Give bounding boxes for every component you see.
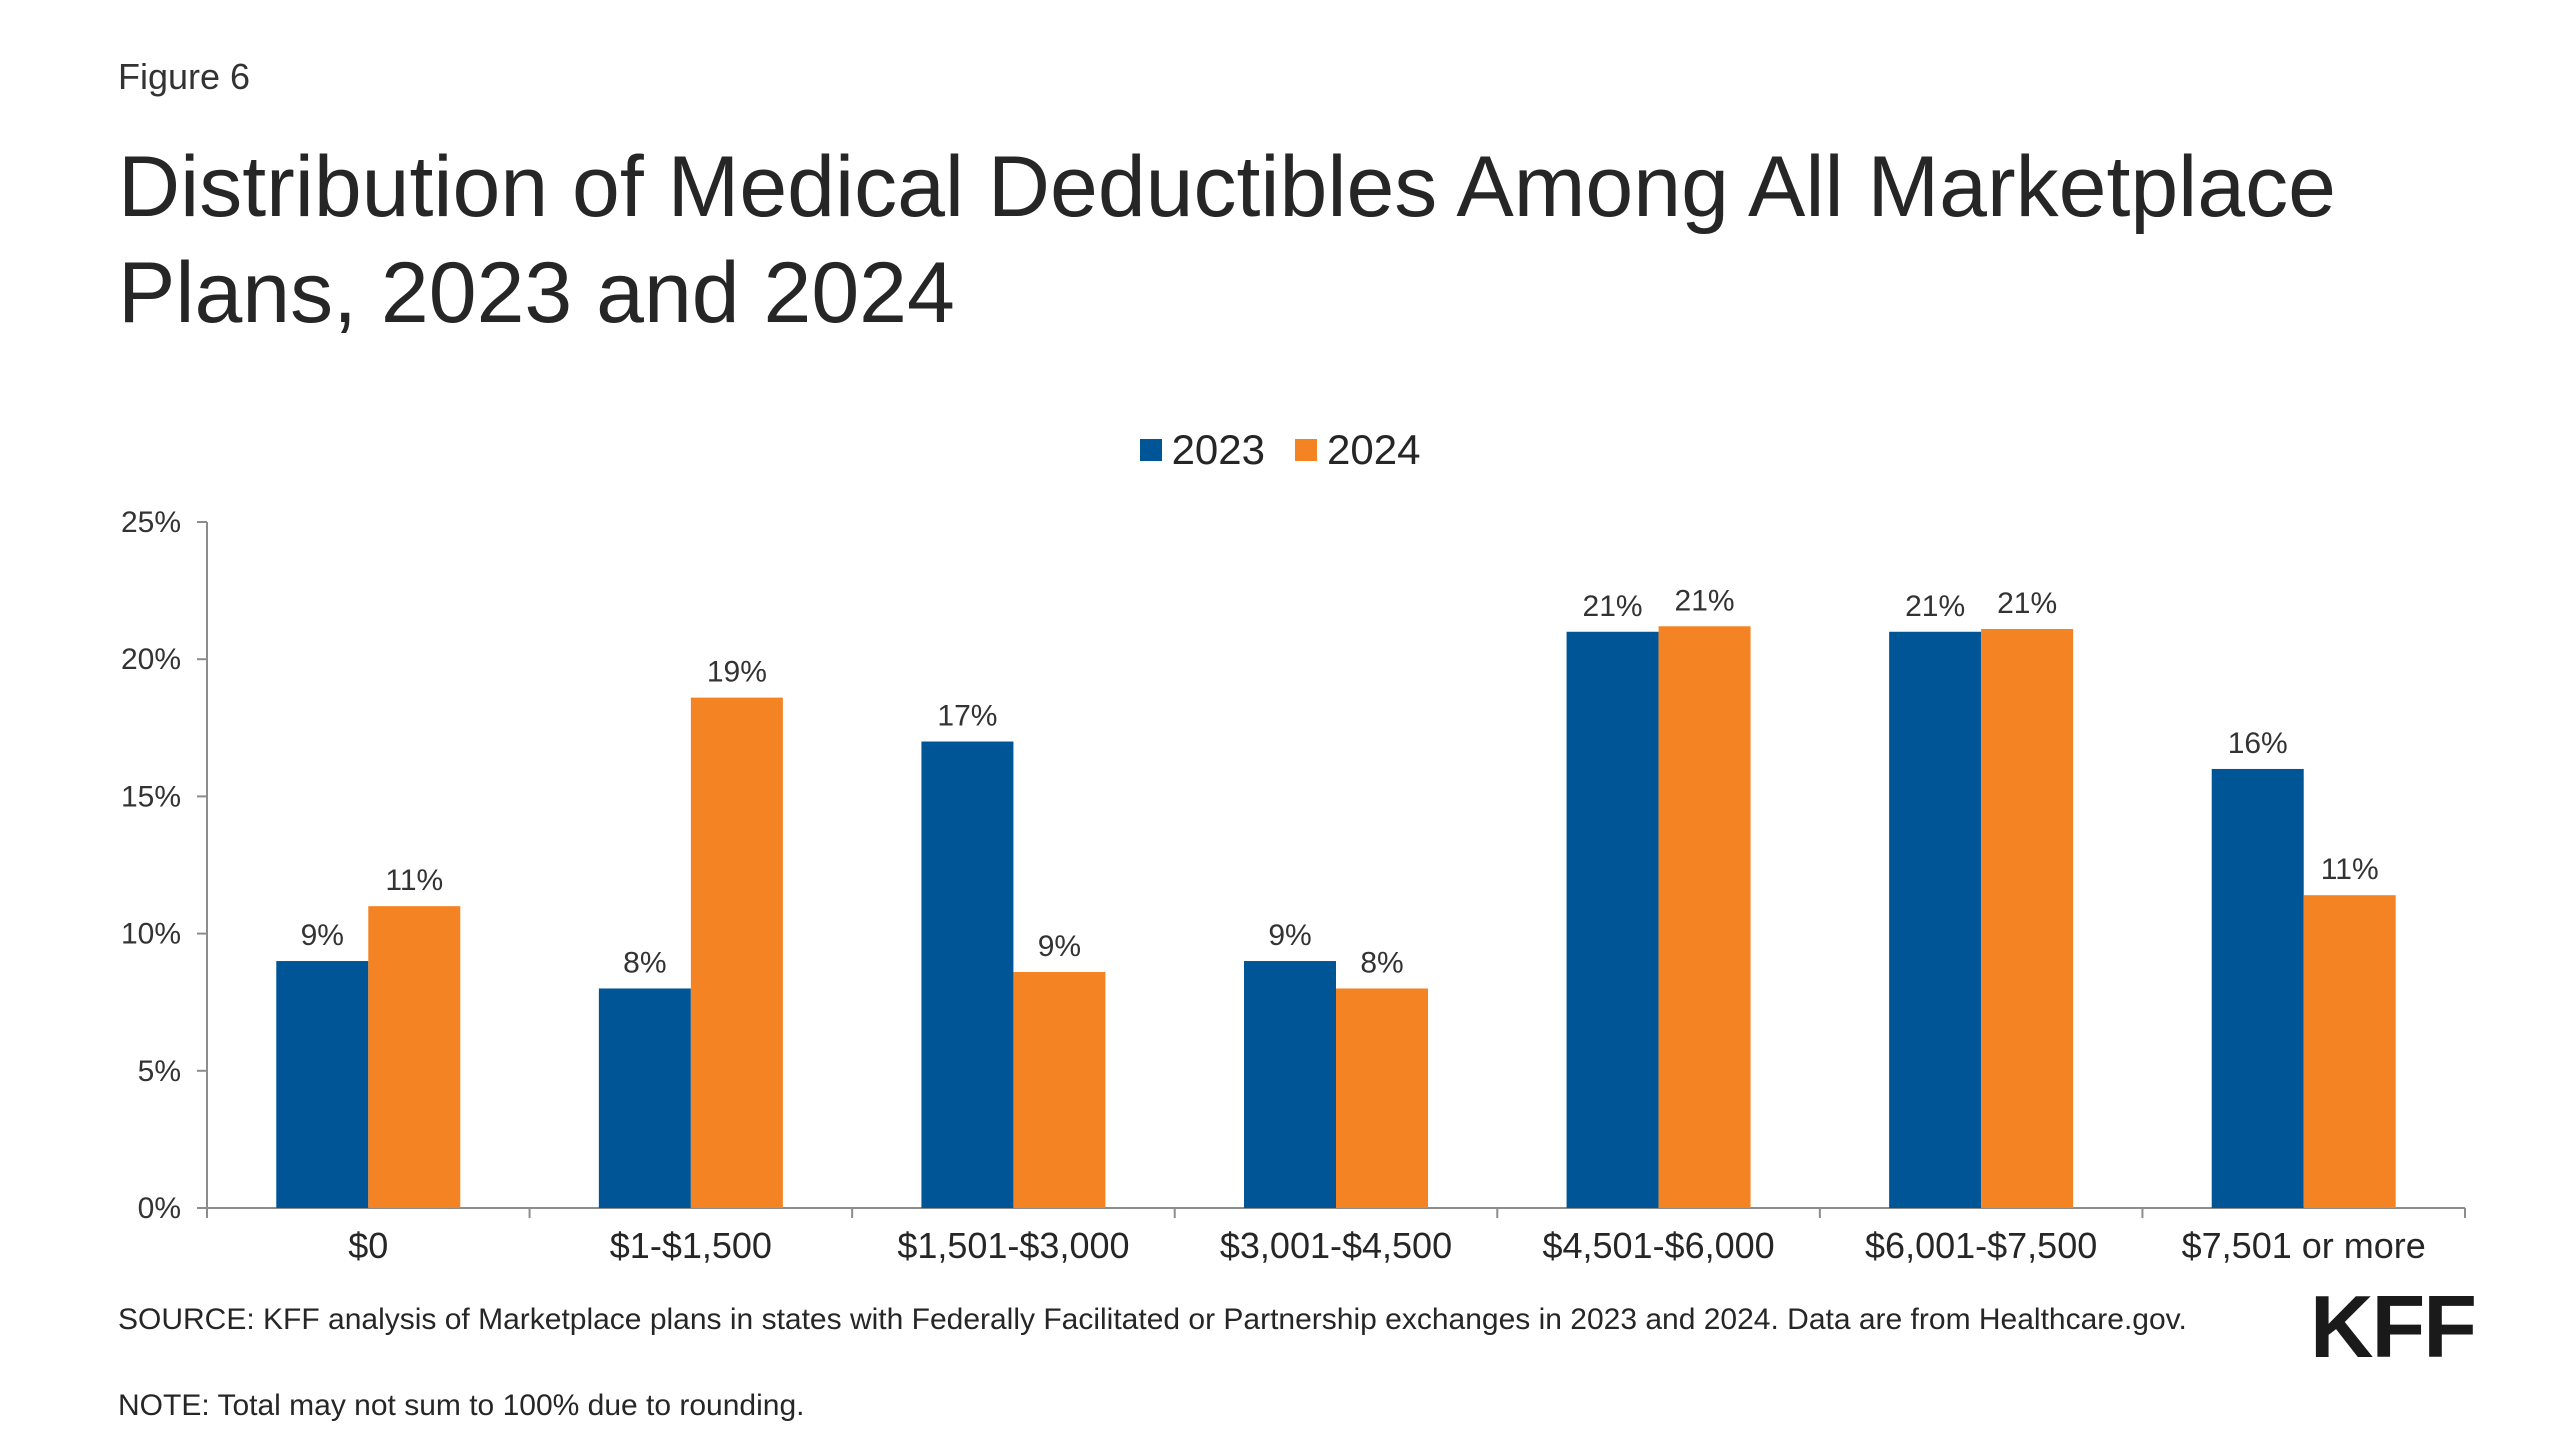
source-note: SOURCE: KFF analysis of Marketplace plan… — [118, 1303, 2187, 1336]
x-category-label: $3,001-$4,500 — [1220, 1225, 1452, 1266]
bar-2024 — [690, 697, 783, 1208]
bar-2024 — [1658, 626, 1751, 1208]
x-category-label: $4,501-$6,000 — [1542, 1225, 1774, 1266]
bar-2024 — [368, 906, 461, 1208]
data-label-2023: 17% — [937, 700, 997, 733]
footnote: NOTE: Total may not sum to 100% due to r… — [118, 1389, 805, 1422]
data-label-2023: 9% — [1268, 919, 1311, 952]
legend-swatch-2024 — [1295, 439, 1317, 461]
data-label-2023: 8% — [623, 946, 666, 979]
chart-title: Distribution of Medical Deductibles Amon… — [118, 139, 2336, 341]
bar-chart: 0% 5% 10% 15% 20% 25% 9% 11% $0 8% 19% $1-$1,500 17%… — [121, 506, 2466, 1266]
data-label-2023: 16% — [2228, 727, 2288, 760]
data-label-2024: 9% — [1038, 930, 1081, 963]
y-tick-label: 25% — [121, 506, 181, 539]
legend-swatch-2023 — [1139, 439, 1162, 461]
data-label-2024: 11% — [2321, 853, 2379, 886]
legend-label-2023: 2023 — [1171, 426, 1265, 473]
bar-2023 — [1889, 631, 1982, 1208]
bar-2023 — [1566, 631, 1659, 1208]
bar-2024 — [1336, 988, 1428, 1208]
y-tick-label: 15% — [121, 780, 181, 813]
data-label-2023: 9% — [301, 919, 344, 952]
figure-label: Figure 6 — [118, 56, 251, 97]
bar-2024 — [1981, 629, 2074, 1208]
y-tick-label: 5% — [138, 1055, 181, 1088]
chart-legend: 2023 2024 — [0, 426, 2560, 474]
x-category-label: $0 — [348, 1225, 388, 1266]
data-label-2024: 11% — [385, 864, 443, 897]
data-label-2023: 21% — [1905, 590, 1965, 623]
bar-2023 — [276, 961, 369, 1208]
bar-2024 — [1013, 972, 1106, 1208]
bar-2024 — [2303, 895, 2396, 1208]
data-label-2024: 21% — [1997, 587, 2057, 620]
y-tick-label: 20% — [121, 643, 181, 676]
data-label-2024: 21% — [1675, 584, 1735, 617]
kff-logo: KFF — [2310, 1277, 2477, 1376]
bar-2023 — [2211, 768, 2304, 1208]
x-category-label: $6,001-$7,500 — [1865, 1225, 2097, 1266]
data-label-2024: 19% — [707, 656, 767, 689]
y-tick-label: 10% — [121, 918, 181, 951]
bar-2023 — [1244, 961, 1336, 1208]
legend-item-2024: 2024 — [1295, 426, 1420, 474]
bar-2023 — [598, 988, 691, 1208]
data-label-2023: 21% — [1583, 590, 1643, 623]
y-tick-label: 0% — [138, 1192, 181, 1225]
x-category-label: $1,501-$3,000 — [897, 1225, 1129, 1266]
legend-label-2024: 2024 — [1327, 426, 1421, 473]
x-category-label: $1-$1,500 — [610, 1225, 772, 1266]
x-category-label: $7,501 or more — [2182, 1225, 2426, 1266]
data-label-2024: 8% — [1360, 946, 1403, 979]
bar-2023 — [921, 741, 1014, 1208]
legend-item-2023: 2023 — [1139, 426, 1265, 474]
